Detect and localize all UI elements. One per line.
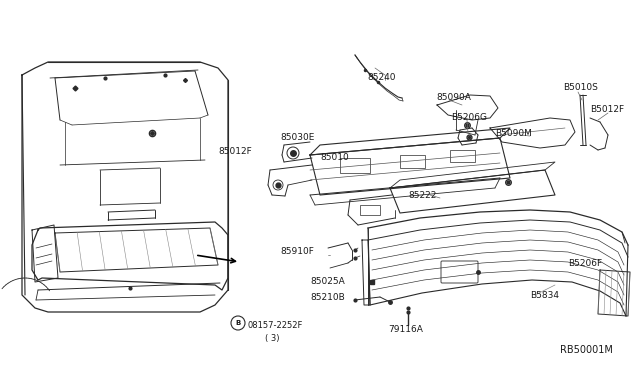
Text: 85210B: 85210B xyxy=(310,292,345,301)
Text: B5090M: B5090M xyxy=(495,128,532,138)
Text: 85012F: 85012F xyxy=(218,148,252,157)
FancyBboxPatch shape xyxy=(400,155,425,168)
Text: RB50001M: RB50001M xyxy=(560,345,613,355)
FancyBboxPatch shape xyxy=(450,150,475,162)
FancyBboxPatch shape xyxy=(441,261,478,283)
Text: 79116A: 79116A xyxy=(388,326,423,334)
FancyBboxPatch shape xyxy=(340,158,370,173)
Text: 85222: 85222 xyxy=(408,190,436,199)
FancyBboxPatch shape xyxy=(360,205,380,215)
Text: ( 3): ( 3) xyxy=(265,334,280,343)
Text: B5206F: B5206F xyxy=(568,259,602,267)
Text: 08157-2252F: 08157-2252F xyxy=(248,321,303,330)
Text: 85090A: 85090A xyxy=(436,93,471,103)
Text: B5012F: B5012F xyxy=(590,106,624,115)
Text: B5206G: B5206G xyxy=(451,113,487,122)
Text: B: B xyxy=(236,320,241,326)
Text: 85030E: 85030E xyxy=(280,134,314,142)
Text: 85025A: 85025A xyxy=(310,278,345,286)
Text: B5834: B5834 xyxy=(530,291,559,299)
Text: 85910F: 85910F xyxy=(280,247,314,257)
Text: 85240: 85240 xyxy=(367,74,396,83)
Text: 85010: 85010 xyxy=(320,154,349,163)
Text: B5010S: B5010S xyxy=(563,83,598,93)
